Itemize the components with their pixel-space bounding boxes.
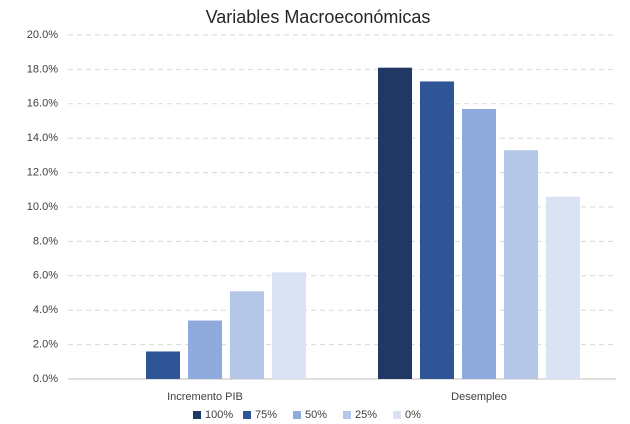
- legend-swatch: [293, 411, 301, 419]
- bar: [146, 351, 180, 379]
- legend-label: 75%: [255, 409, 277, 421]
- legend-swatch: [243, 411, 251, 419]
- chart-title: Variables Macroeconómicas: [206, 7, 431, 27]
- x-tick-label: Desempleo: [451, 391, 507, 403]
- y-tick-label: 16.0%: [27, 98, 58, 110]
- y-tick-label: 14.0%: [27, 132, 58, 144]
- bar: [546, 196, 580, 379]
- y-tick-label: 12.0%: [27, 167, 58, 179]
- y-tick-label: 20.0%: [27, 29, 58, 41]
- x-tick-label: Incremento PIB: [167, 391, 243, 403]
- bar: [230, 291, 264, 379]
- bar: [504, 150, 538, 379]
- y-tick-label: 6.0%: [33, 270, 58, 282]
- y-tick-label: 4.0%: [33, 304, 58, 316]
- legend-label: 100%: [205, 409, 233, 421]
- legend-swatch: [193, 411, 201, 419]
- bar: [420, 81, 454, 379]
- legend-label: 0%: [405, 409, 421, 421]
- legend-label: 50%: [305, 409, 327, 421]
- y-tick-label: 2.0%: [33, 339, 58, 351]
- bar: [272, 272, 306, 379]
- legend-label: 25%: [355, 409, 377, 421]
- legend-swatch: [393, 411, 401, 419]
- y-tick-label: 10.0%: [27, 201, 58, 213]
- bar: [378, 67, 412, 380]
- y-tick-label: 8.0%: [33, 235, 58, 247]
- bar: [462, 108, 496, 380]
- y-tick-label: 18.0%: [27, 63, 58, 75]
- legend-swatch: [343, 411, 351, 419]
- bar: [188, 320, 222, 379]
- y-tick-label: 0.0%: [33, 373, 58, 385]
